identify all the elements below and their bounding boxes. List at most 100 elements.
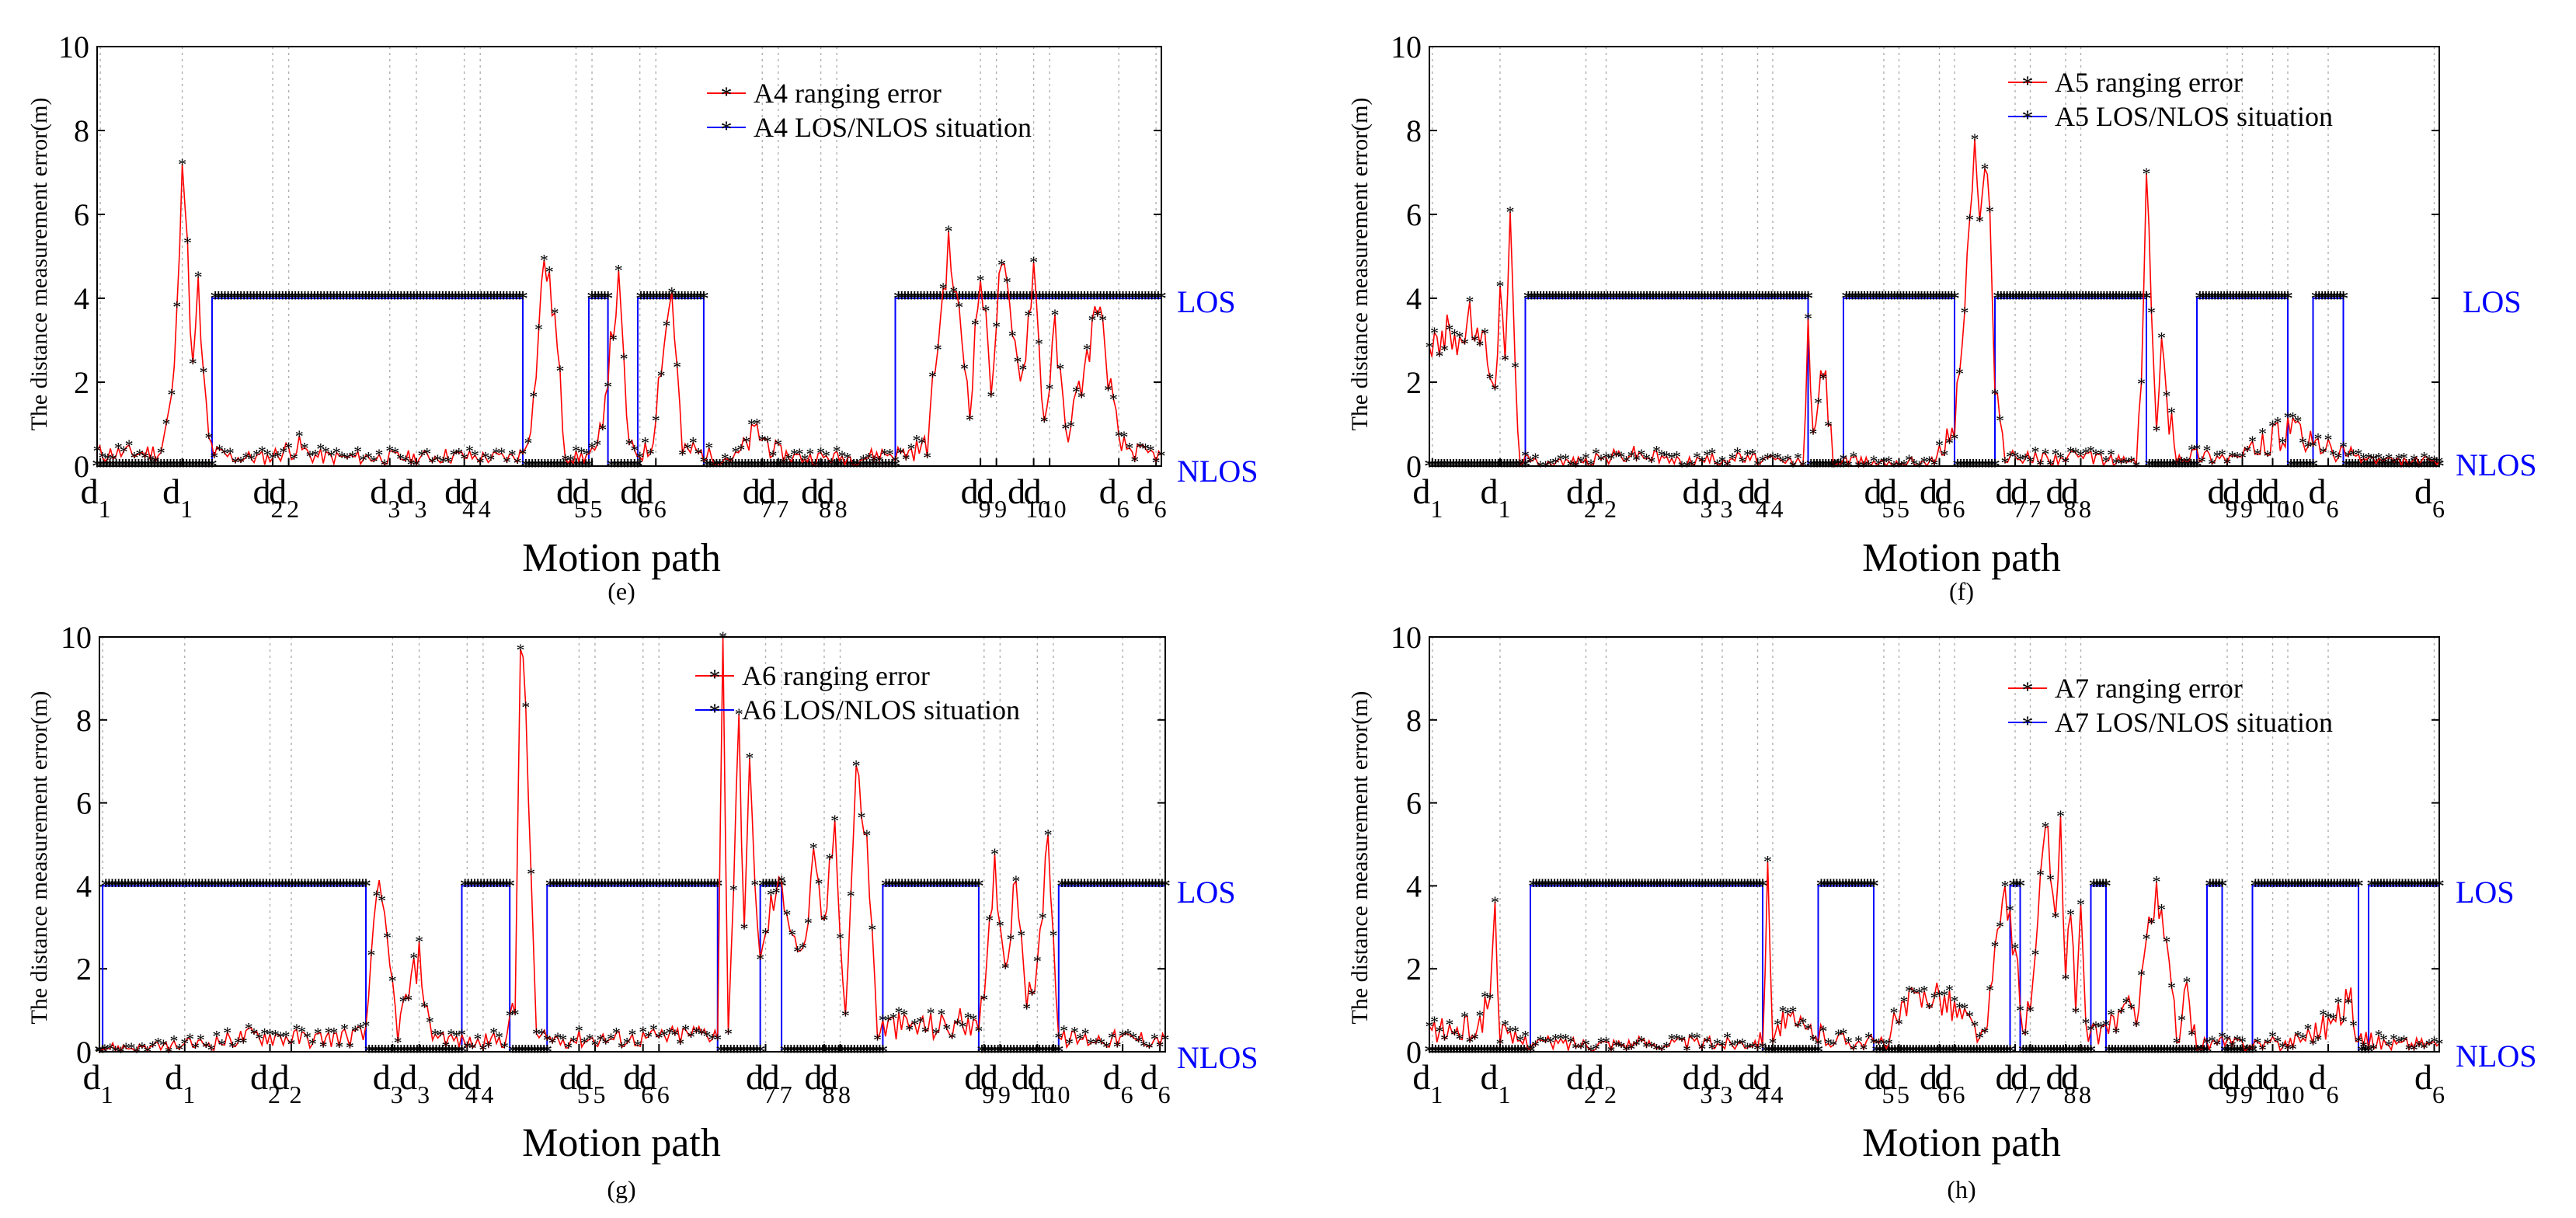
ranging-error-marker: *	[1814, 394, 1822, 413]
los-nlos-marker: *	[165, 875, 176, 899]
ranging-error-marker: *	[380, 455, 388, 475]
los-nlos-marker: *	[922, 287, 933, 311]
los-nlos-marker: *	[628, 875, 639, 899]
ranging-error-marker: *	[646, 444, 655, 464]
ranging-error-marker: *	[1014, 352, 1022, 371]
los-nlos-marker: *	[597, 875, 607, 899]
ranging-error-marker: *	[873, 1030, 882, 1049]
los-nlos-marker: *	[651, 287, 662, 311]
los-nlos-marker: *	[1147, 287, 1157, 311]
los-nlos-marker: *	[657, 875, 668, 899]
ranging-error-marker: *	[340, 1020, 349, 1039]
los-nlos-marker: *	[842, 455, 853, 479]
los-nlos-marker: *	[130, 455, 141, 479]
los-nlos-marker: *	[1424, 455, 1435, 479]
los-nlos-marker: *	[261, 287, 272, 311]
los-nlos-marker: *	[1886, 287, 1897, 311]
los-nlos-marker: *	[1044, 287, 1055, 311]
los-nlos-marker: *	[367, 287, 378, 311]
los-nlos-marker: *	[520, 1041, 531, 1065]
los-nlos-marker: *	[1714, 287, 1725, 311]
los-nlos-marker: *	[235, 875, 246, 899]
los-nlos-marker: *	[1448, 455, 1459, 479]
ranging-error-marker: *	[1136, 437, 1144, 457]
los-nlos-marker: *	[890, 455, 901, 479]
los-nlos-marker: *	[1847, 287, 1858, 311]
los-nlos-marker: *	[2207, 287, 2218, 311]
los-nlos-marker: *	[370, 1041, 381, 1065]
los-nlos-marker: *	[2114, 287, 2125, 311]
los-nlos-marker: *	[880, 455, 891, 479]
ranging-error-marker: *	[1501, 350, 1509, 370]
y-tick-label: 2	[1406, 365, 1422, 400]
los-nlos-marker: *	[178, 455, 189, 479]
ranging-error-marker: *	[497, 444, 506, 463]
ranging-error-marker: *	[742, 433, 750, 452]
ranging-error-marker: *	[928, 367, 937, 386]
los-nlos-marker: *	[402, 287, 413, 311]
x-tick-label: d10	[1011, 1057, 1054, 1108]
los-nlos-marker: *	[1572, 287, 1582, 311]
los-nlos-marker: *	[2035, 287, 2046, 311]
los-nlos-marker: *	[2422, 455, 2433, 479]
plot-frame	[96, 46, 1162, 467]
ranging-error-marker: *	[1996, 411, 2004, 430]
los-nlos-marker: *	[1617, 287, 1628, 311]
los-nlos-marker: *	[906, 287, 917, 311]
ranging-error-marker: *	[2177, 452, 2186, 472]
los-nlos-marker: *	[1862, 287, 1873, 311]
los-nlos-marker: *	[1457, 455, 1467, 479]
los-nlos-marker: *	[440, 1041, 451, 1065]
ranging-error-marker: *	[2016, 450, 2024, 469]
los-nlos-marker: *	[1638, 287, 1649, 311]
los-nlos-marker: *	[967, 287, 978, 311]
los-nlos-marker: *	[2188, 455, 2199, 479]
los-nlos-marker: *	[670, 875, 681, 899]
y-tick-label: 0	[76, 1035, 92, 1070]
los-nlos-marker: *	[245, 287, 256, 311]
ranging-error-marker: *	[1774, 449, 1782, 468]
los-nlos-marker: *	[1829, 455, 1840, 479]
legend-los-text: A4 LOS/NLOS situation	[754, 112, 1032, 143]
ranging-error-marker: *	[1531, 449, 1540, 468]
los-nlos-marker: *	[120, 875, 131, 899]
ranging-error-marker: *	[1486, 369, 1495, 388]
ranging-error-marker: *	[891, 451, 900, 471]
los-nlos-marker: *	[347, 287, 358, 311]
los-nlos-marker: *	[2023, 287, 2034, 311]
ranging-error-marker: *	[2278, 433, 2287, 453]
ranging-error-marker: *	[508, 445, 517, 465]
ranging-error-marker: *	[2076, 446, 2085, 465]
ranging-error-marker: *	[178, 155, 186, 174]
x-tick-label: d9	[964, 1057, 994, 1108]
los-nlos-marker: *	[839, 455, 850, 479]
ranging-error-marker: *	[1083, 340, 1091, 360]
ranging-error-marker: *	[1612, 447, 1620, 466]
los-nlos-marker: *	[692, 287, 703, 311]
x-tick-label: d6	[1103, 1057, 1133, 1108]
los-nlos-marker: *	[823, 455, 834, 479]
los-nlos-marker: *	[1541, 287, 1552, 311]
ranging-error-marker: *	[1067, 417, 1075, 437]
los-nlos-marker: *	[1708, 287, 1719, 311]
los-nlos-marker: *	[389, 287, 400, 311]
ranging-error-marker: *	[311, 445, 319, 465]
los-nlos-marker: *	[1124, 287, 1135, 311]
ranging-error-marker: *	[200, 363, 208, 382]
los-nlos-marker: *	[1800, 287, 1811, 311]
x-tick-label: d10	[1024, 472, 1067, 523]
ranging-error-marker: *	[917, 433, 926, 453]
ranging-error-marker: *	[1029, 252, 1038, 272]
los-nlos-marker: *	[1040, 287, 1051, 311]
los-nlos-marker: *	[750, 455, 761, 479]
x-axis-label: Motion path	[522, 1121, 721, 1165]
ranging-error-marker: *	[2153, 872, 2161, 892]
ranging-error-marker: *	[1920, 981, 1929, 1000]
los-nlos-marker: *	[1085, 287, 1096, 311]
ranging-error-marker: *	[2036, 865, 2045, 885]
ranging-error-marker: *	[1880, 453, 1888, 472]
ranging-error-marker: *	[2284, 408, 2292, 427]
los-nlos-marker: *	[1529, 287, 1540, 311]
los-nlos-marker: *	[1687, 287, 1698, 311]
los-nlos-marker: *	[2292, 455, 2303, 479]
